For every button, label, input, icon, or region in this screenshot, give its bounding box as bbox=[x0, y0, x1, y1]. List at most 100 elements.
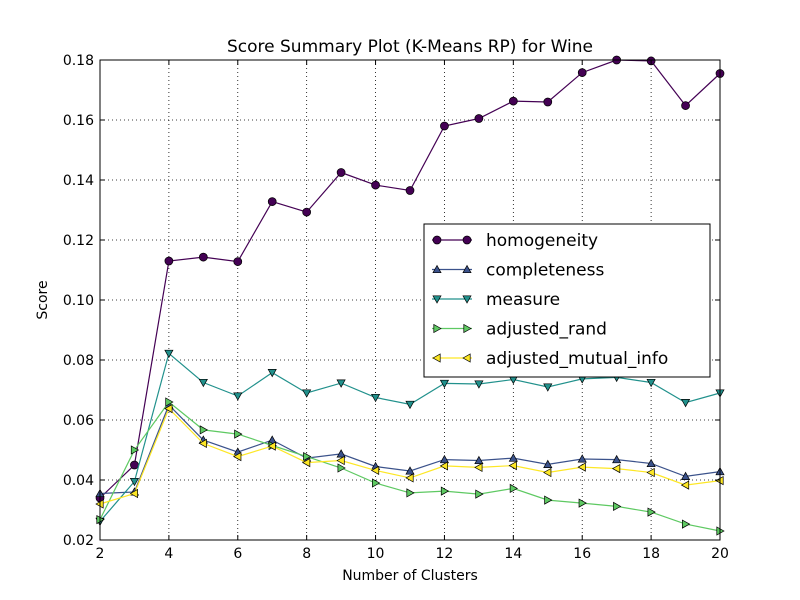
data-point bbox=[646, 458, 656, 468]
data-point bbox=[302, 207, 312, 217]
data-point bbox=[543, 97, 553, 107]
data-point bbox=[164, 349, 174, 359]
y-tick-label: 0.16 bbox=[63, 113, 94, 129]
legend-label: completeness bbox=[486, 261, 604, 281]
data-point bbox=[371, 180, 380, 190]
legend-box bbox=[423, 223, 711, 378]
data-point bbox=[612, 454, 622, 464]
legend-marker bbox=[432, 353, 441, 363]
data-point bbox=[267, 369, 277, 378]
data-point bbox=[303, 452, 312, 462]
series-adjusted-mutual-info bbox=[95, 404, 724, 509]
data-point bbox=[405, 466, 415, 475]
legend-marker bbox=[462, 235, 472, 245]
y-tick-label: 0.02 bbox=[63, 533, 94, 549]
y-tick-label: 0.18 bbox=[63, 53, 94, 69]
data-point bbox=[370, 465, 380, 475]
data-point bbox=[646, 467, 655, 478]
data-point bbox=[680, 480, 690, 490]
data-point bbox=[302, 389, 312, 398]
data-point bbox=[130, 460, 139, 470]
data-point bbox=[267, 197, 277, 206]
legend-marker bbox=[433, 323, 442, 334]
legend-marker bbox=[432, 235, 442, 245]
x-tick-label: 4 bbox=[164, 546, 173, 562]
data-point bbox=[509, 483, 519, 493]
data-point bbox=[681, 101, 690, 110]
data-point bbox=[439, 379, 450, 389]
data-point bbox=[165, 397, 174, 407]
x-tick-label: 14 bbox=[504, 546, 522, 562]
data-point bbox=[508, 461, 517, 471]
data-point bbox=[680, 399, 691, 408]
y-tick-label: 0.10 bbox=[63, 293, 94, 309]
legend-marker bbox=[432, 264, 442, 274]
legend-marker bbox=[462, 295, 472, 304]
ticks: 2 4 6 8 10 12 14 16 18 20 0.02 0.04 0.06 0.08 0.10 0.12… bbox=[63, 53, 729, 562]
y-axis-label: Score bbox=[35, 280, 51, 319]
data-point bbox=[336, 455, 345, 466]
data-point bbox=[198, 252, 208, 262]
data-point bbox=[336, 379, 346, 388]
data-point bbox=[199, 425, 209, 435]
series-adjusted-rand bbox=[96, 397, 725, 536]
data-point bbox=[129, 477, 140, 487]
data-point bbox=[130, 445, 140, 455]
x-tick-label: 18 bbox=[642, 546, 660, 562]
x-tick-label: 6 bbox=[233, 546, 242, 562]
data-point bbox=[233, 452, 242, 462]
data-point bbox=[439, 461, 448, 471]
data-point bbox=[611, 464, 621, 474]
series-completeness bbox=[95, 400, 725, 498]
data-point bbox=[198, 378, 208, 388]
legend-marker bbox=[462, 264, 472, 274]
data-point bbox=[406, 488, 415, 498]
data-point bbox=[370, 393, 381, 403]
data-point bbox=[543, 467, 552, 478]
data-point bbox=[440, 121, 449, 131]
y-tick-label: 0.04 bbox=[63, 473, 94, 489]
series-line bbox=[99, 352, 721, 522]
legend-label: measure bbox=[486, 290, 560, 310]
chart-title: Score Summary Plot (K-Means RP) for Wine bbox=[227, 37, 593, 57]
data-point bbox=[508, 453, 518, 462]
data-point bbox=[544, 495, 553, 505]
data-point bbox=[577, 68, 587, 77]
data-point bbox=[613, 501, 622, 511]
x-tick-label: 16 bbox=[573, 546, 591, 562]
legend-entry: adjusted_mutual_info bbox=[432, 349, 668, 369]
data-point bbox=[474, 114, 484, 123]
x-tick-label: 8 bbox=[302, 546, 311, 562]
data-point bbox=[543, 459, 553, 468]
data-point bbox=[439, 454, 450, 464]
y-tick-label: 0.12 bbox=[63, 233, 94, 249]
x-tick-label: 12 bbox=[436, 546, 454, 562]
data-point bbox=[543, 383, 553, 392]
data-point bbox=[647, 507, 656, 517]
legend-marker bbox=[463, 323, 472, 334]
x-tick-label: 2 bbox=[96, 546, 105, 562]
x-tick-label: 10 bbox=[367, 546, 385, 562]
data-point bbox=[405, 400, 415, 410]
legend-entry: completeness bbox=[432, 261, 604, 281]
data-point bbox=[440, 486, 450, 496]
data-point bbox=[577, 462, 586, 472]
data-point bbox=[164, 256, 174, 266]
legend-entry: measure bbox=[432, 290, 560, 310]
legend-entry: adjusted_rand bbox=[432, 320, 607, 340]
data-point bbox=[336, 449, 346, 458]
data-point bbox=[646, 378, 656, 388]
series-line bbox=[99, 407, 721, 505]
data-point bbox=[129, 488, 138, 499]
legend-marker bbox=[462, 353, 471, 363]
data-point bbox=[577, 454, 587, 463]
legend-marker bbox=[432, 295, 442, 304]
data-point bbox=[233, 257, 243, 266]
data-point bbox=[267, 441, 276, 451]
data-point bbox=[680, 471, 691, 480]
data-point bbox=[405, 473, 414, 483]
x-tick-label: 20 bbox=[711, 546, 729, 562]
data-point bbox=[337, 463, 346, 473]
legend-label: adjusted_rand bbox=[486, 320, 607, 340]
